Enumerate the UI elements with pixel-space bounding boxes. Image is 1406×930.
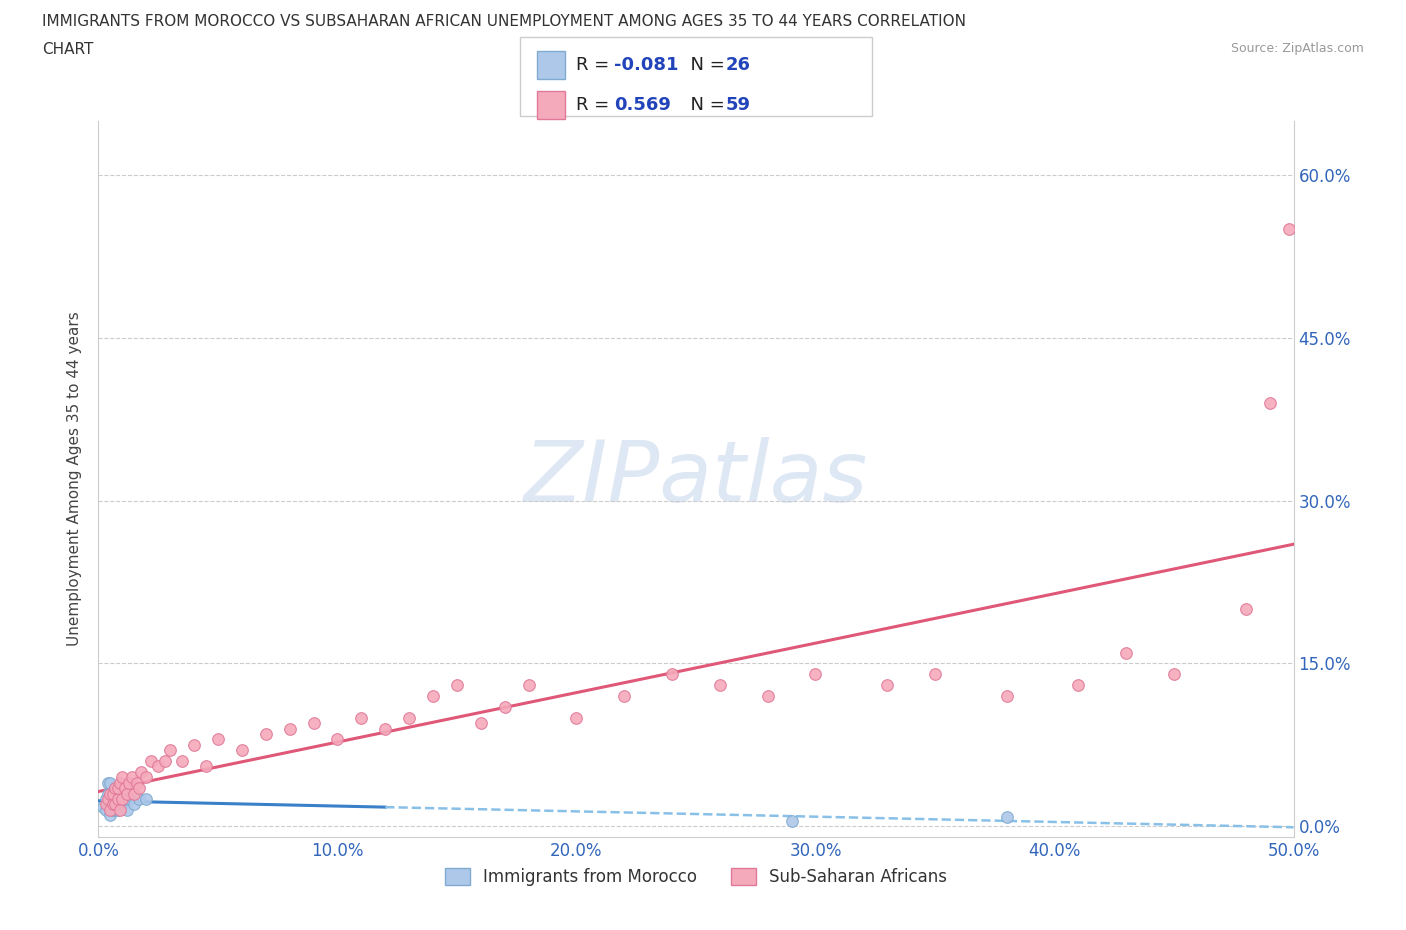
Point (302, 716, 325, 731)
Point (98, 797, 122, 812)
Point (114, 791, 136, 806)
Point (155, 753, 177, 768)
Point (98, 803, 122, 817)
Point (159, 743, 181, 758)
Point (94, 803, 117, 817)
Point (183, 737, 205, 752)
Text: N =: N = (679, 56, 731, 74)
Point (108, 776, 131, 790)
Text: R =: R = (576, 96, 621, 114)
Point (107, 781, 129, 796)
Point (804, 667, 827, 682)
Point (91, 799, 114, 814)
Point (1067, 678, 1090, 693)
Point (115, 786, 138, 801)
Point (118, 791, 141, 806)
Point (517, 678, 540, 693)
Point (135, 770, 157, 785)
Point (118, 776, 141, 790)
Point (613, 688, 636, 703)
Point (1278, 222, 1301, 237)
Point (111, 770, 134, 785)
Point (104, 797, 127, 812)
Point (97, 776, 120, 790)
Point (756, 688, 779, 703)
Point (104, 803, 127, 817)
Point (422, 688, 444, 703)
Point (350, 711, 373, 725)
Text: 0.569: 0.569 (614, 96, 671, 114)
Text: Source: ZipAtlas.com: Source: ZipAtlas.com (1230, 42, 1364, 55)
Point (128, 781, 150, 796)
Point (114, 781, 136, 796)
Point (125, 776, 148, 790)
Point (108, 797, 131, 812)
Point (101, 791, 124, 806)
Point (446, 678, 468, 693)
Point (139, 753, 162, 768)
Point (111, 791, 134, 806)
Point (565, 711, 588, 725)
Point (97, 791, 120, 806)
Point (101, 803, 124, 817)
Point (121, 770, 143, 785)
Point (661, 667, 683, 682)
Point (254, 726, 277, 741)
Text: CHART: CHART (42, 42, 94, 57)
Point (924, 667, 946, 682)
Point (98, 786, 122, 801)
Point (148, 759, 170, 774)
Point (231, 743, 253, 758)
Point (128, 791, 150, 806)
Point (107, 803, 129, 817)
Point (1258, 395, 1281, 410)
Point (101, 797, 124, 812)
Point (98, 808, 122, 823)
Point (374, 721, 396, 736)
Text: -0.081: -0.081 (614, 56, 679, 74)
Point (195, 759, 218, 774)
Point (326, 732, 349, 747)
Point (494, 699, 516, 714)
Point (124, 797, 146, 812)
Point (876, 678, 898, 693)
Point (398, 711, 420, 725)
Point (131, 764, 153, 779)
Point (94, 791, 117, 806)
Point (108, 803, 131, 817)
Text: IMMIGRANTS FROM MOROCCO VS SUBSAHARAN AFRICAN UNEMPLOYMENT AMONG AGES 35 TO 44 Y: IMMIGRANTS FROM MOROCCO VS SUBSAHARAN AF… (42, 14, 966, 29)
Point (1234, 602, 1257, 617)
Text: ZIPatlas: ZIPatlas (524, 437, 868, 521)
Point (97, 797, 120, 812)
Point (709, 678, 731, 693)
Point (94, 797, 117, 812)
Point (107, 791, 129, 806)
Point (101, 786, 124, 801)
Point (172, 753, 194, 768)
Point (111, 786, 134, 801)
Point (135, 791, 157, 806)
Point (97, 786, 120, 801)
Point (780, 813, 803, 829)
Point (470, 716, 492, 731)
Point (1115, 645, 1137, 660)
Point (111, 797, 134, 812)
Point (995, 810, 1018, 825)
Point (207, 732, 229, 747)
Legend: Immigrants from Morocco, Sub-Saharan Africans: Immigrants from Morocco, Sub-Saharan Afr… (439, 861, 953, 893)
Text: 26: 26 (725, 56, 751, 74)
Y-axis label: Unemployment Among Ages 35 to 44 years: Unemployment Among Ages 35 to 44 years (66, 312, 82, 646)
Point (1163, 667, 1185, 682)
Point (115, 803, 138, 817)
Point (104, 781, 127, 796)
Point (278, 721, 301, 736)
Point (98, 776, 122, 790)
Text: 59: 59 (725, 96, 751, 114)
Point (124, 786, 146, 801)
Point (995, 688, 1018, 703)
Text: R =: R = (576, 56, 616, 74)
Point (107, 791, 129, 806)
Point (104, 781, 127, 796)
Text: N =: N = (679, 96, 731, 114)
